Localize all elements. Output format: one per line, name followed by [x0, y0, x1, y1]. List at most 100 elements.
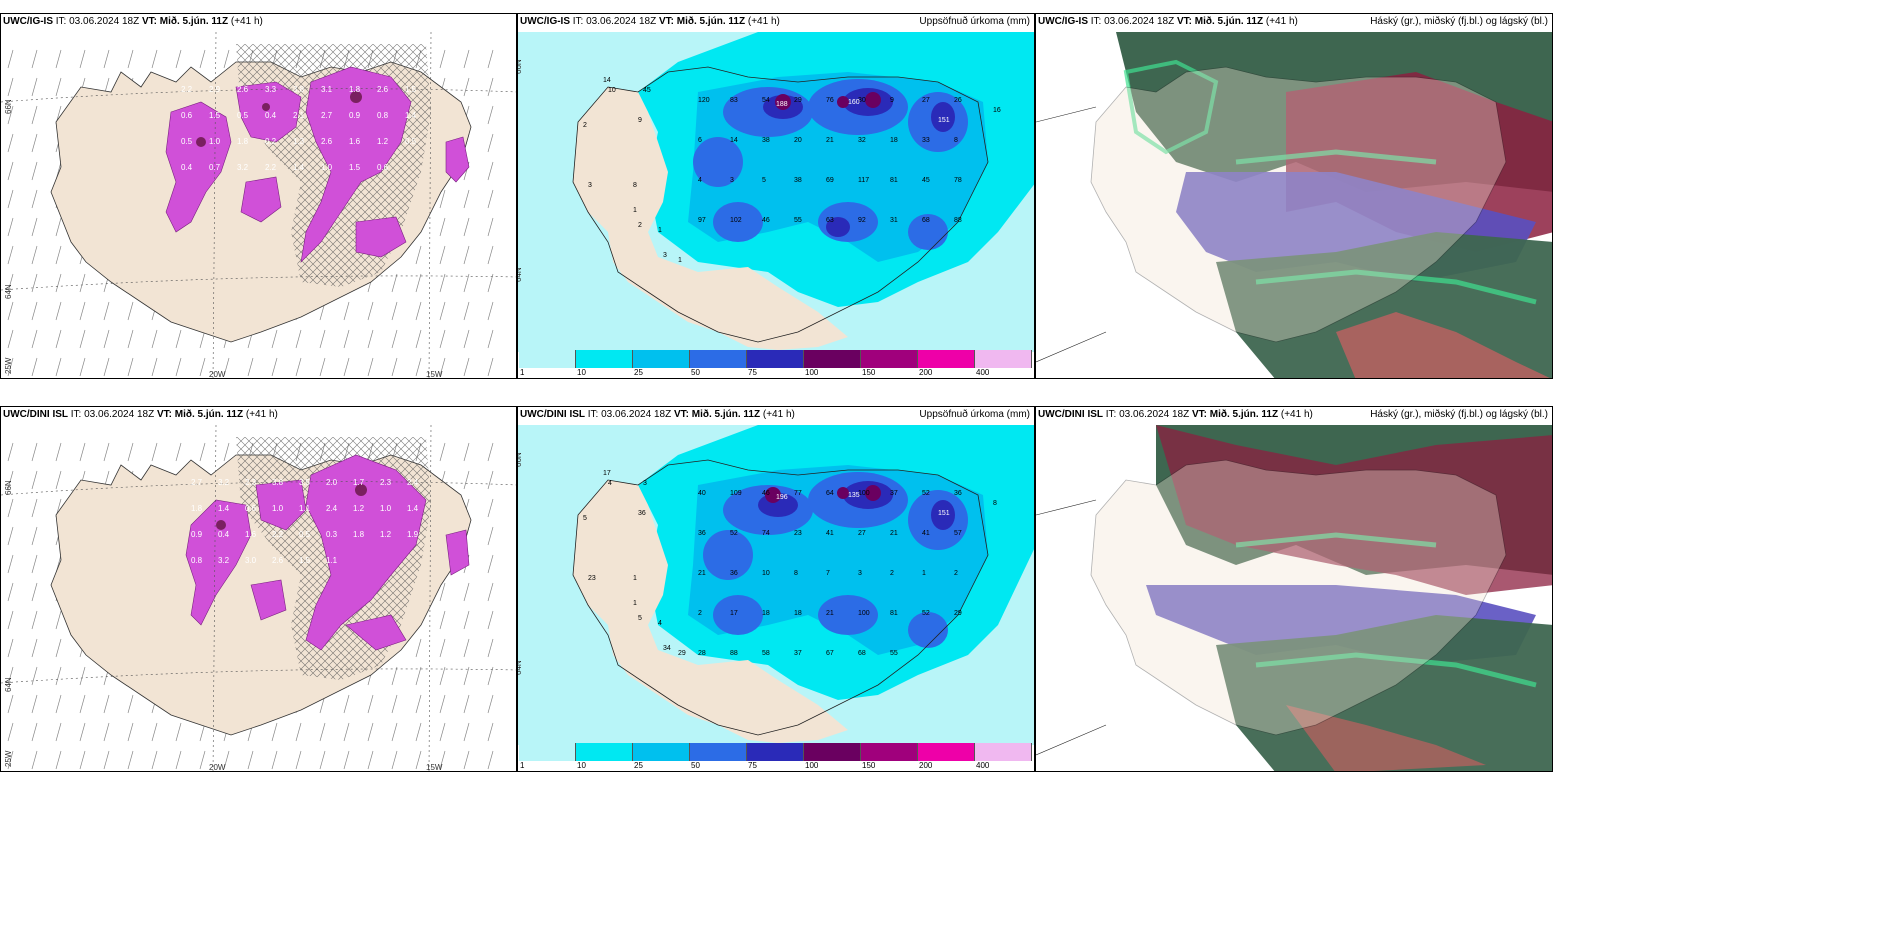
value-label: 1.6	[349, 137, 361, 146]
wind-barb	[7, 245, 14, 265]
precip-value: 27	[858, 530, 866, 537]
precip-max-value: 151	[938, 510, 950, 517]
wind-barb	[487, 750, 494, 770]
precip-value: 16	[993, 107, 1001, 114]
precip-value: 77	[794, 490, 802, 497]
wind-barb	[439, 273, 446, 293]
panel-r2-precip: UWC/DINI ISL IT: 03.06.2024 18Z VT: Mið.…	[517, 406, 1035, 772]
wind-barb	[367, 329, 374, 349]
value-label: 3.1	[321, 85, 333, 94]
value-label: 1.4	[293, 163, 305, 172]
precip-value: 5	[762, 177, 766, 184]
wind-barb	[175, 49, 182, 69]
precip-value: 83	[730, 97, 738, 104]
precip-value: 18	[890, 137, 898, 144]
wind-barb	[103, 329, 110, 349]
wind-barb	[463, 245, 470, 265]
precip-value: 57	[954, 530, 962, 537]
wind-barb	[31, 217, 38, 237]
wind-barb	[7, 161, 14, 181]
wind-barb	[487, 582, 494, 602]
value-label: 1.5	[209, 111, 221, 120]
wind-barb	[295, 329, 302, 349]
wind-barb	[175, 357, 182, 377]
wind-barb	[7, 526, 14, 546]
legend-label: 100	[805, 368, 819, 377]
value-label: 0.9	[349, 111, 361, 120]
panel-header: UWC/IG-IS IT: 03.06.2024 18Z VT: Mið. 5.…	[520, 16, 780, 27]
wind-barb	[463, 442, 470, 462]
wind-barb	[223, 750, 230, 770]
wind-barb	[367, 694, 374, 714]
wind-barb	[367, 357, 374, 377]
precip-value: 32	[858, 137, 866, 144]
value-label: 2.7	[191, 478, 203, 487]
legend-swatch: 75	[747, 743, 804, 770]
legend-label: 75	[748, 368, 757, 377]
wind-barb	[463, 470, 470, 490]
precip-value: 6	[698, 137, 702, 144]
wind-barb	[127, 357, 134, 377]
wind-barb	[31, 722, 38, 742]
value-label: 1.2	[380, 530, 392, 539]
legend-swatch: 150	[861, 743, 918, 770]
legend-swatch: 25	[633, 350, 690, 377]
wind-barb	[31, 133, 38, 153]
value-label: 2.4	[407, 478, 419, 487]
wind-barb	[127, 694, 134, 714]
precip-value: 3	[663, 252, 667, 259]
wind-barb	[55, 470, 62, 490]
wind-barb	[319, 722, 326, 742]
wind-barb	[31, 161, 38, 181]
wind-barb	[415, 666, 422, 686]
iceland-land	[1090, 66, 1507, 343]
wind-barb	[79, 722, 86, 742]
wind-barb	[487, 638, 494, 658]
legend-swatch: 150	[861, 350, 918, 377]
value-label: 0.5	[299, 530, 311, 539]
lat-label: 64N	[517, 660, 523, 675]
precip-value: 23	[588, 575, 596, 582]
precip-value: 41	[826, 530, 834, 537]
value-label: 3.2	[218, 556, 230, 565]
precip-value: 41	[922, 530, 930, 537]
precip-value: 46	[762, 217, 770, 224]
lat-label: 64N	[4, 677, 13, 692]
wind-barb	[271, 329, 278, 349]
wind-barb	[7, 582, 14, 602]
panel-r1-clouds: UWC/IG-IS IT: 03.06.2024 18Z VT: Mið. 5.…	[1035, 13, 1553, 379]
value-label: 1.4	[218, 504, 230, 513]
wind-barb	[127, 722, 134, 742]
value-label: 1.5	[405, 85, 417, 94]
wind-barb	[7, 694, 14, 714]
precip-value: 100	[858, 610, 870, 617]
wind-barb	[79, 329, 86, 349]
value-label: 1.2	[377, 137, 389, 146]
value-label: 1.0	[209, 137, 221, 146]
precip-value: 45	[643, 87, 651, 94]
precip-max-value: 160	[848, 99, 860, 106]
precip-value: 14	[603, 77, 611, 84]
wind-barb	[79, 301, 86, 321]
value-label: 2.1	[293, 111, 305, 120]
wind-barb	[7, 442, 14, 462]
wind-barb	[463, 750, 470, 770]
lon-label: 25W	[4, 750, 13, 767]
precip-value: 29	[678, 650, 686, 657]
precip-value: 38	[762, 137, 770, 144]
wind-barb	[31, 357, 38, 377]
wind-barb	[343, 750, 350, 770]
wind-barb	[31, 329, 38, 349]
legend-label: 200	[919, 761, 933, 770]
legend-label: 400	[976, 761, 990, 770]
wind-barb	[55, 357, 62, 377]
wind-barb	[439, 245, 446, 265]
wind-barb	[343, 301, 350, 321]
precip-value: 2	[638, 222, 642, 229]
wind-barb	[7, 49, 14, 69]
wind-barb	[487, 273, 494, 293]
wind-barb	[439, 666, 446, 686]
legend-label: 200	[919, 368, 933, 377]
value-label: 3.2	[218, 478, 230, 487]
